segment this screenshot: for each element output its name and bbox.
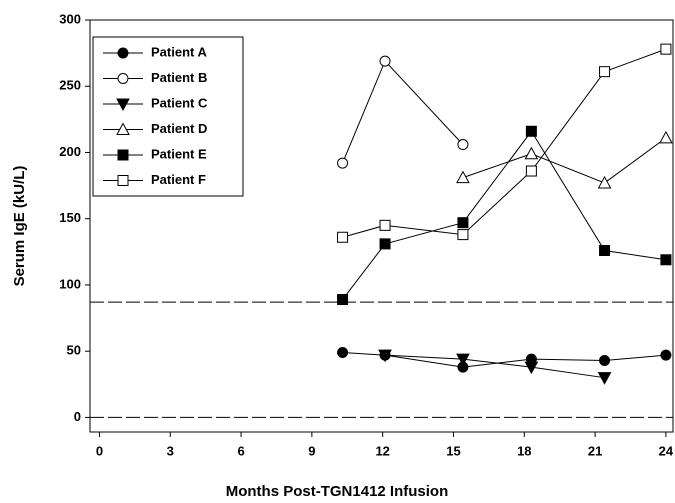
data-point (379, 55, 391, 67)
x-tick-label: 24 (659, 443, 674, 458)
data-point (337, 157, 349, 169)
y-tick-label: 50 (67, 343, 81, 358)
y-axis-title: Serum IgE (kU/L) (11, 166, 28, 287)
series-line (385, 354, 605, 379)
data-point (659, 130, 673, 144)
legend-label: Patient E (151, 146, 207, 161)
x-tick-label: 3 (167, 443, 174, 458)
plot-frame (89, 19, 674, 433)
data-point (524, 361, 539, 375)
legend-box (92, 36, 244, 197)
legend-label: Patient F (151, 172, 206, 187)
data-point (456, 170, 470, 184)
legend-marker (117, 47, 129, 59)
data-point (379, 238, 391, 250)
data-point (597, 372, 612, 385)
legend-label: Patient B (151, 70, 207, 85)
legend-label: Patient C (151, 95, 208, 110)
data-point (337, 294, 349, 306)
legend-label: Patient A (151, 44, 207, 59)
data-point (660, 43, 672, 55)
data-point (599, 245, 611, 257)
legend-marker (116, 122, 130, 135)
data-point (599, 66, 611, 78)
x-tick-label: 9 (308, 443, 315, 458)
y-tick-label: 100 (59, 276, 81, 291)
series-line (342, 352, 666, 368)
x-tick-label: 15 (446, 443, 460, 458)
series-line (342, 60, 464, 164)
x-tick-label: 12 (375, 443, 389, 458)
data-point (337, 347, 349, 359)
legend-marker (116, 98, 130, 112)
series-line (342, 130, 666, 300)
legend-marker (117, 175, 129, 186)
series-line (342, 48, 667, 238)
x-axis-title: Months Post-TGN1412 Infusion (226, 483, 449, 500)
data-point (457, 229, 469, 241)
data-point (457, 139, 469, 151)
data-point (524, 146, 539, 160)
y-tick-label: 300 (59, 11, 81, 26)
legend-marker (117, 149, 129, 161)
x-tick-label: 6 (237, 443, 244, 458)
data-point (597, 175, 612, 189)
legend-label: Patient D (151, 121, 207, 136)
y-tick-label: 150 (59, 210, 81, 225)
data-point (599, 354, 611, 366)
x-tick-label: 21 (588, 443, 602, 458)
x-tick-label: 18 (517, 443, 531, 458)
data-point (525, 165, 537, 177)
x-tick-label: 0 (96, 443, 103, 458)
y-tick-label: 200 (59, 144, 81, 159)
data-point (379, 219, 391, 231)
y-tick-label: 0 (74, 409, 81, 424)
data-point (378, 349, 392, 363)
data-point (457, 217, 469, 229)
data-point (337, 231, 349, 243)
data-point (660, 254, 672, 266)
data-point (660, 349, 672, 361)
y-tick-label: 250 (59, 78, 81, 93)
series-line (462, 137, 667, 184)
legend-marker (117, 73, 129, 84)
data-point (456, 353, 470, 367)
data-point (525, 125, 537, 137)
